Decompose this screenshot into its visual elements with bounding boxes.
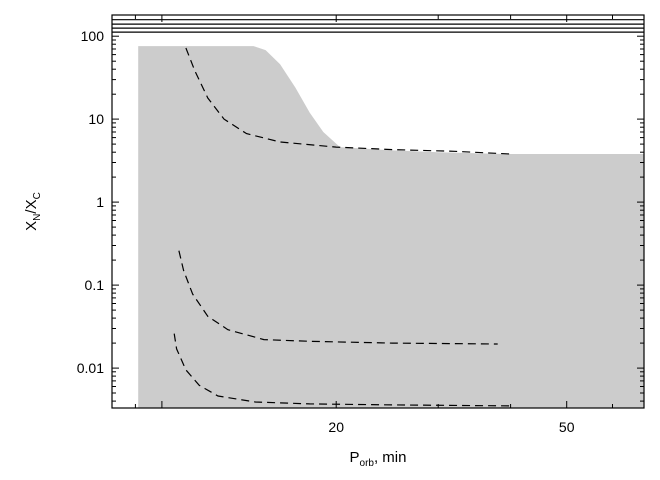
y-axis-label-slash: / <box>23 209 40 214</box>
y-axis-label-denominator: X <box>23 199 40 209</box>
y-tick-label: 100 <box>81 28 105 44</box>
x-tick-label: 20 <box>328 419 344 435</box>
ticks-layer: 100 10 1 0.1 0.01 20 50 <box>77 15 644 435</box>
dashed-curve-2 <box>178 250 498 345</box>
x-axis-label-suffix: , min <box>374 449 407 466</box>
y-axis-label-denominator-sub: C <box>32 192 43 199</box>
plot-frame <box>111 14 645 409</box>
x-axis-label-subscript: orb <box>360 458 375 469</box>
dashed-curve-1 <box>185 47 511 155</box>
y-axis-label-numerator-sub: N <box>32 214 43 221</box>
y-tick-label: 10 <box>88 111 104 127</box>
y-axis-label-numerator: X <box>23 221 40 231</box>
shaded-region <box>138 46 644 408</box>
x-axis-label: Porb, min <box>350 449 407 469</box>
y-tick-label: 1 <box>96 194 104 210</box>
y-axis-label-group: XN/XC <box>23 192 43 231</box>
top-reference-lines-layer <box>112 19 644 33</box>
dashed-curve-3 <box>173 333 511 407</box>
x-tick-label: 50 <box>559 419 575 435</box>
y-tick-label: 0.01 <box>77 360 104 376</box>
dashed-curves-layer <box>173 47 511 407</box>
x-axis-label-main: P <box>350 449 360 466</box>
y-tick-label: 0.1 <box>85 277 105 293</box>
shaded-region-layer <box>138 46 644 408</box>
y-axis-label: XN/XC <box>23 192 43 231</box>
